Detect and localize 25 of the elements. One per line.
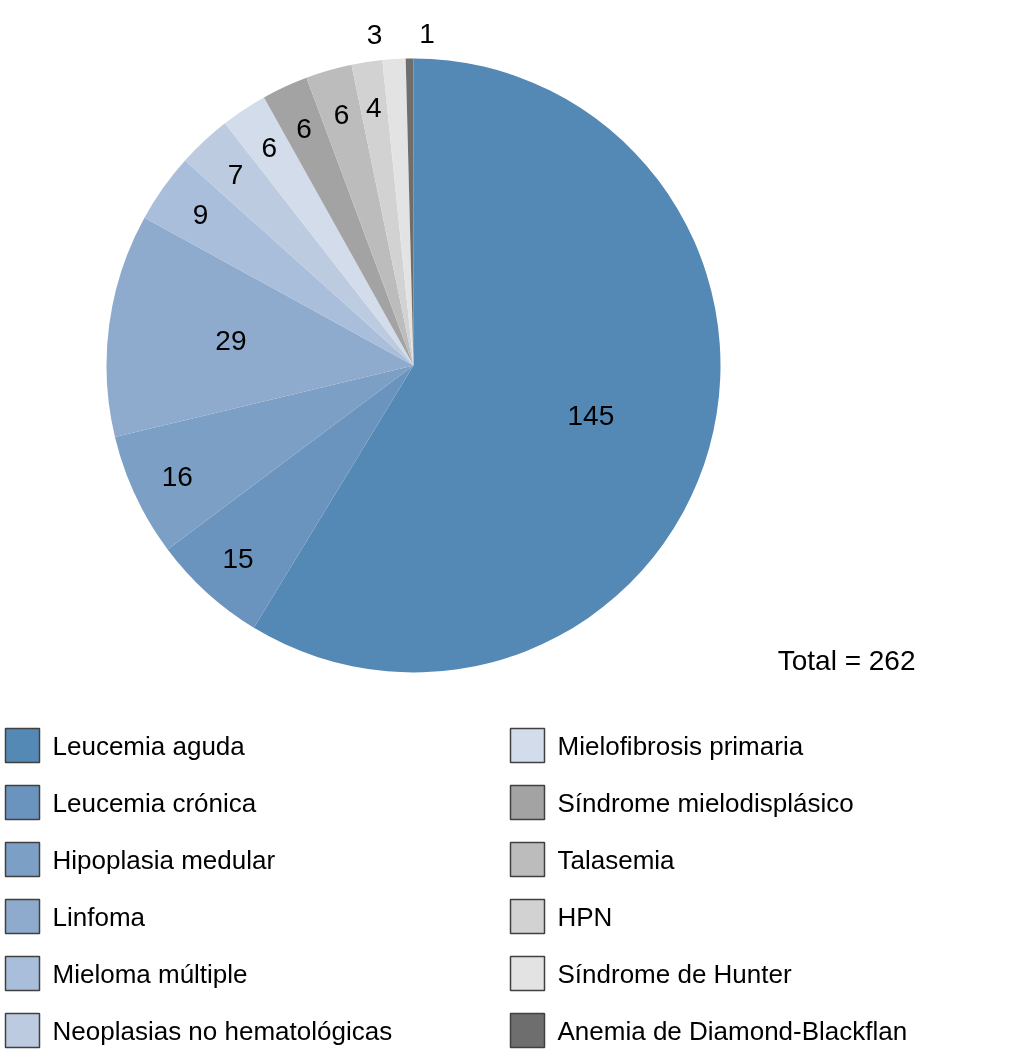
data-label: 6	[333, 99, 350, 131]
data-label: 3	[366, 19, 383, 51]
legend-label: Neoplasias no hematológicas	[52, 1015, 393, 1046]
data-label: 1	[419, 18, 435, 50]
legend-label: Linfoma	[52, 901, 146, 932]
legend-label: Talasemia	[557, 844, 676, 875]
data-label: 15	[222, 543, 254, 575]
legend-label: Leucemia aguda	[52, 730, 246, 761]
legend-label: Mieloma múltiple	[52, 958, 248, 989]
legend-label: Mielofibrosis primaria	[557, 730, 804, 761]
data-label: 29	[215, 325, 247, 357]
data-label: 4	[366, 92, 382, 124]
text: Total = 262	[777, 645, 916, 676]
legend-label: HPN	[557, 901, 613, 932]
data-label: 6	[296, 113, 312, 145]
legend-label: Síndrome mielodisplásico	[557, 787, 854, 818]
data-label: 16	[161, 460, 193, 492]
legend-label: Hipoplasia medular	[52, 844, 276, 875]
data-label: 9	[192, 199, 209, 231]
legend-label: Leucemia crónica	[52, 787, 257, 818]
data-label: 7	[227, 159, 244, 191]
data-label: 6	[261, 132, 278, 164]
legend-label: Síndrome de Hunter	[557, 958, 792, 989]
legend-label: Anemia de Diamond-Blackflan	[557, 1015, 908, 1046]
data-label: 145	[567, 399, 615, 431]
